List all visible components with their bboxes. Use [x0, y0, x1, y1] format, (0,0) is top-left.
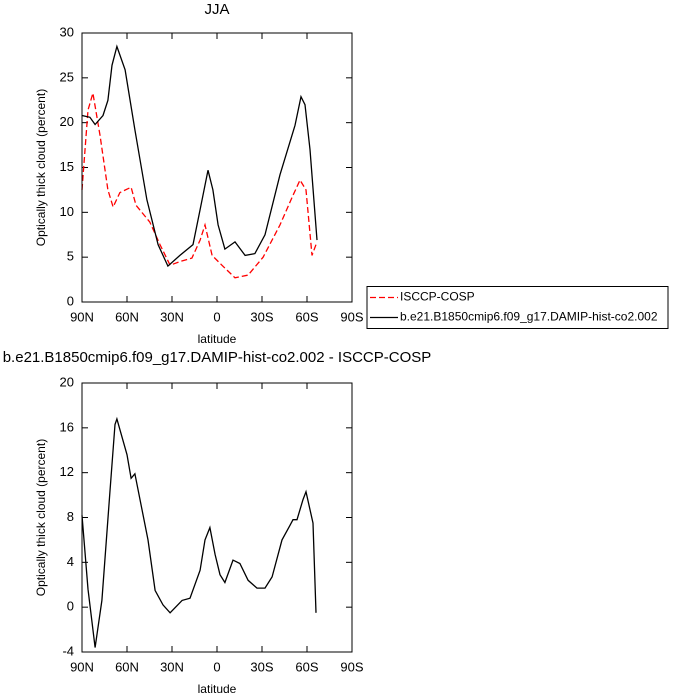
y-tick-label: 0: [67, 599, 74, 614]
y-tick-label: 0: [67, 293, 74, 308]
x-tick-label: 60S: [295, 309, 318, 324]
series-line: [81, 416, 317, 648]
x-axis-label: latitude: [198, 682, 237, 696]
y-tick-label: 15: [60, 159, 74, 174]
legend-label: b.e21.B1850cmip6.f09_g17.DAMIP-hist-co2.…: [400, 310, 658, 324]
x-tick-label: 30N: [160, 659, 184, 674]
y-tick-label: 4: [67, 554, 74, 569]
x-tick-label: 60S: [295, 659, 318, 674]
y-axis-label: Optically thick cloud (percent): [34, 439, 48, 596]
y-axis-label: Optically thick cloud (percent): [34, 89, 48, 246]
legend-label: ISCCP-COSP: [400, 290, 475, 304]
y-tick-label: 8: [67, 509, 74, 524]
y-tick-label: 20: [60, 374, 74, 389]
x-tick-label: 90N: [70, 309, 94, 324]
y-tick-label: 20: [60, 114, 74, 129]
x-tick-label: 90S: [340, 659, 363, 674]
x-tick-label: 90N: [70, 659, 94, 674]
plot-frame: [81, 32, 353, 303]
y-tick-label: 30: [60, 24, 74, 39]
x-tick-label: 60N: [115, 659, 139, 674]
x-tick-label: 30N: [160, 309, 184, 324]
x-tick-label: 0: [213, 659, 220, 674]
x-tick-label: 0: [213, 309, 220, 324]
x-tick-label: 30S: [250, 659, 273, 674]
y-tick-label: 10: [60, 204, 74, 219]
legend-box: [366, 286, 669, 329]
x-axis-label: latitude: [198, 332, 237, 346]
x-tick-label: 30S: [250, 309, 273, 324]
y-tick-label: 25: [60, 69, 74, 84]
y-tick-label: 12: [60, 464, 74, 479]
chart-title: JJA: [204, 1, 229, 18]
y-tick-label: -4: [62, 643, 74, 658]
series-line: [81, 44, 318, 268]
x-tick-label: 90S: [340, 309, 363, 324]
x-tick-label: 60N: [115, 309, 139, 324]
chart-title: b.e21.B1850cmip6.f09_g17.DAMIP-hist-co2.…: [3, 349, 432, 366]
y-tick-label: 16: [60, 419, 74, 434]
y-tick-label: 5: [67, 249, 74, 264]
series-line: [81, 92, 317, 279]
plot-frame: [81, 382, 353, 653]
